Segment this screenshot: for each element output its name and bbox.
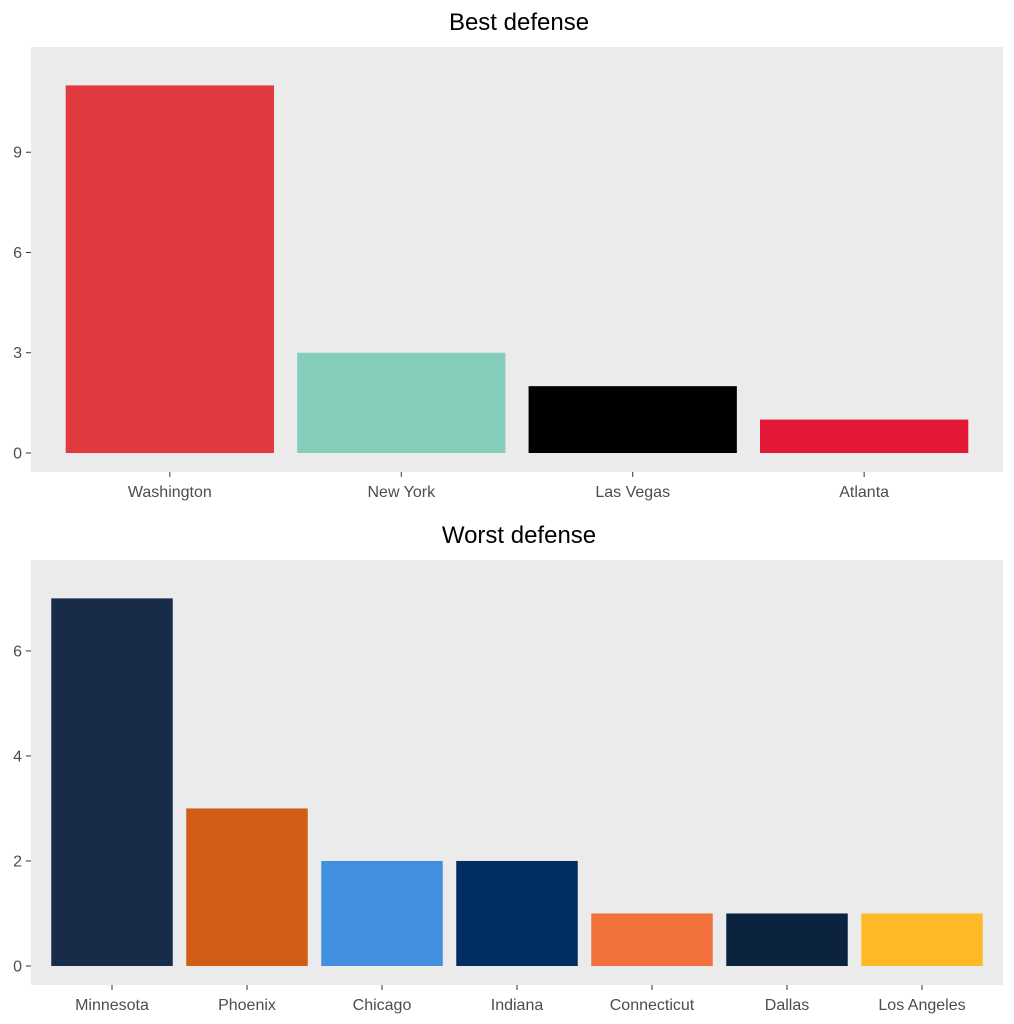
y-tick-label: 9: [13, 145, 22, 162]
y-tick-label: 4: [13, 748, 22, 765]
bar-los-angeles: [861, 913, 983, 966]
worst-defense-chart: Worst defense 0 2 4 6 Minnesota Phoenix Chicago…: [13, 522, 1003, 1014]
bar-chicago: [321, 860, 443, 966]
y-tick-label: 6: [13, 643, 22, 660]
chart-title: Best defense: [449, 9, 589, 36]
bar-connecticut: [591, 913, 713, 966]
x-tick-label-las-vegas: Las Vegas: [595, 484, 670, 501]
x-tick-label-dallas: Dallas: [765, 997, 809, 1014]
bar-indiana: [456, 860, 578, 966]
x-tick-label-phoenix: Phoenix: [218, 997, 276, 1014]
x-tick-label-atlanta: Atlanta: [839, 484, 889, 501]
bar-las-vegas: [528, 386, 737, 453]
x-tick-label-minnesota: Minnesota: [75, 997, 149, 1014]
x-tick-label-indiana: Indiana: [491, 997, 544, 1014]
x-tick-label-los-angeles: Los Angeles: [878, 997, 965, 1014]
x-tick-label-washington: Washington: [128, 484, 212, 501]
y-tick-label: 0: [13, 959, 22, 976]
chart-title: Worst defense: [442, 522, 596, 549]
bar-minnesota: [51, 598, 173, 966]
bar-atlanta: [760, 419, 969, 453]
y-tick-label: 0: [13, 446, 22, 463]
y-tick-label: 3: [13, 345, 22, 362]
bar-phoenix: [186, 808, 308, 966]
y-tick-label: 2: [13, 853, 22, 870]
best-defense-chart: Best defense 0 3 6 9 Washington New York Las Ve…: [13, 9, 1003, 501]
bar-dallas: [726, 913, 848, 966]
x-tick-label-new-york: New York: [367, 484, 436, 501]
bar-washington: [65, 85, 274, 453]
y-tick-label: 6: [13, 245, 22, 262]
x-tick-label-chicago: Chicago: [353, 997, 412, 1014]
x-tick-label-connecticut: Connecticut: [610, 997, 695, 1014]
bar-new-york: [297, 352, 506, 453]
